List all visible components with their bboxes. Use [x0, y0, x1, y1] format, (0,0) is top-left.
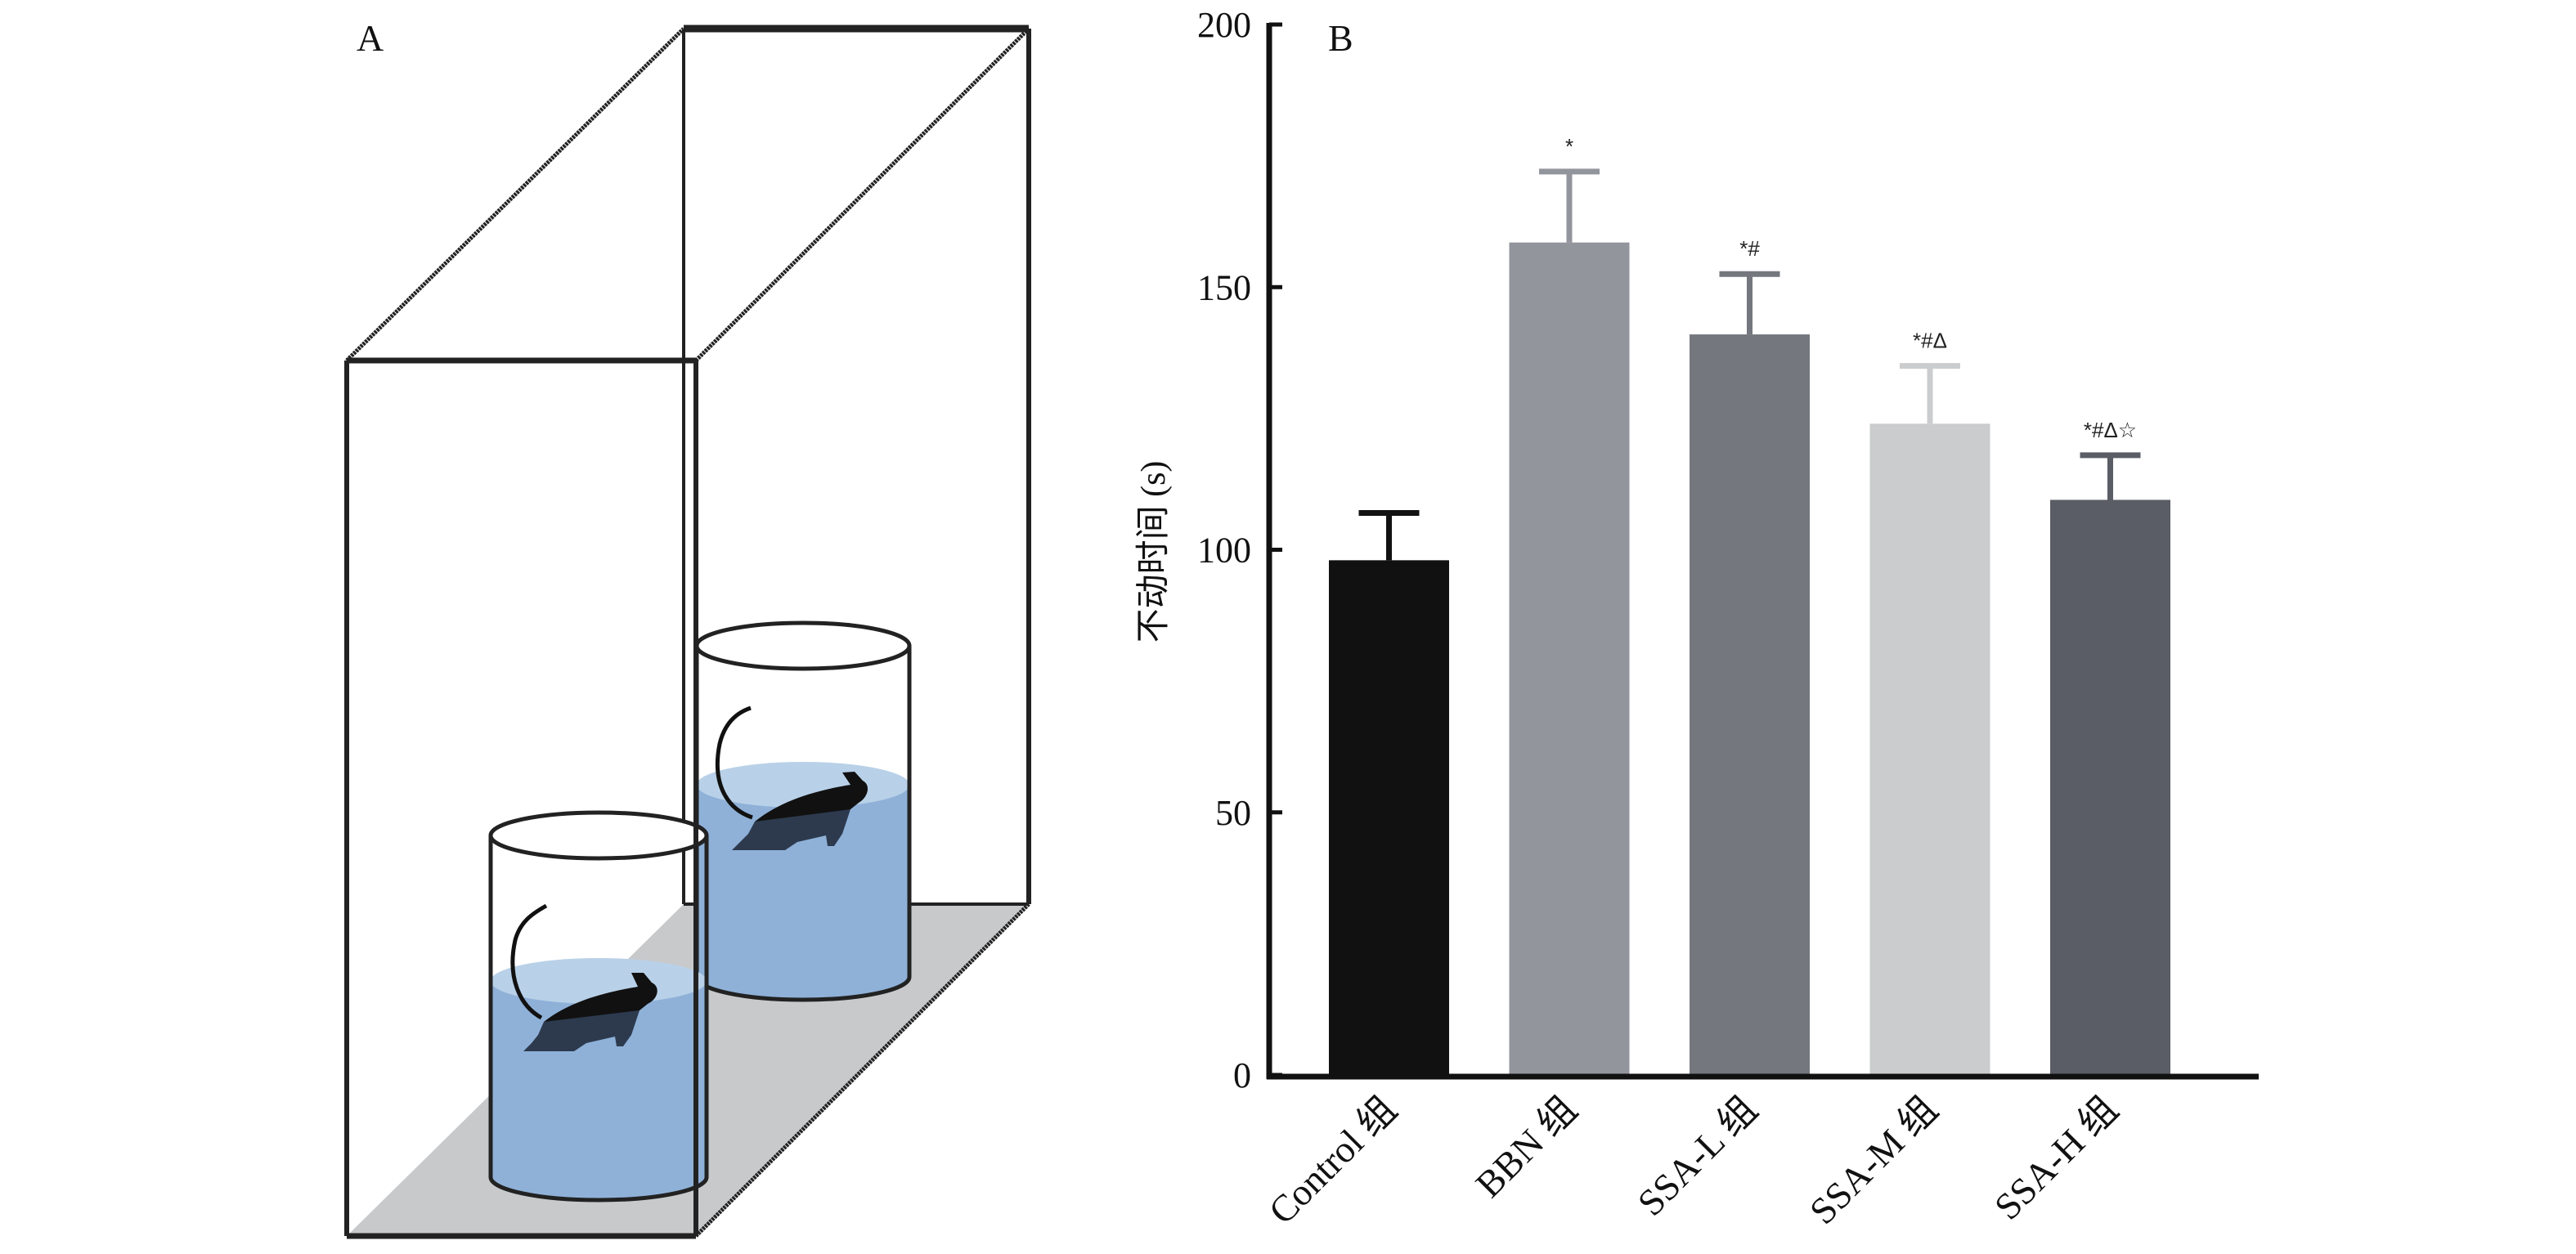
- y-tick-label: 0: [1233, 1055, 1251, 1095]
- x-category-label: SSA-M 组: [1802, 1088, 1945, 1232]
- y-tick-label: 200: [1197, 5, 1251, 45]
- significance-label: *: [1565, 134, 1573, 159]
- bar: [1329, 560, 1449, 1075]
- front-box: [344, 27, 1030, 1239]
- bars-group: * *# *#Δ *#Δ☆: [1329, 134, 2170, 1075]
- y-tick-label: 150: [1197, 267, 1251, 307]
- bar: [1509, 242, 1630, 1075]
- mouse-right-icon: [715, 705, 868, 850]
- y-tick-label: 100: [1197, 531, 1251, 571]
- x-category-label: Control 组: [1260, 1088, 1404, 1232]
- panel-b-label: B: [1328, 17, 1353, 59]
- panel-b-chart: B 不动时间 (s) * *# *#Δ *#Δ☆ 0 50 100 150 200 Contr…: [1135, 5, 2259, 1232]
- y-tick-label: 50: [1215, 793, 1251, 833]
- beaker-right: [694, 620, 912, 1002]
- bar: [2050, 499, 2170, 1075]
- significance-label: *#Δ: [1913, 329, 1947, 353]
- beaker-left: [488, 810, 709, 1202]
- bar: [1869, 423, 1990, 1075]
- x-category-label: SSA-L 组: [1630, 1088, 1766, 1224]
- panel-a-diagram: A: [344, 17, 1031, 1239]
- x-category-label: BBN 组: [1467, 1088, 1585, 1206]
- x-category-label: SSA-H 组: [1986, 1088, 2126, 1228]
- significance-label: *#: [1739, 236, 1760, 261]
- significance-label: *#Δ☆: [2084, 418, 2137, 442]
- panel-a-label: A: [357, 17, 384, 59]
- y-axis-label: 不动时间 (s): [1135, 461, 1173, 643]
- mouse-left-icon: [510, 903, 657, 1051]
- y-ticks-group: 0 50 100 150 200: [1197, 5, 1282, 1095]
- x-labels-group: Control 组 BBN 组 SSA-L 组 SSA-M 组 SSA-H 组: [1260, 1088, 2125, 1232]
- bar: [1690, 334, 1810, 1075]
